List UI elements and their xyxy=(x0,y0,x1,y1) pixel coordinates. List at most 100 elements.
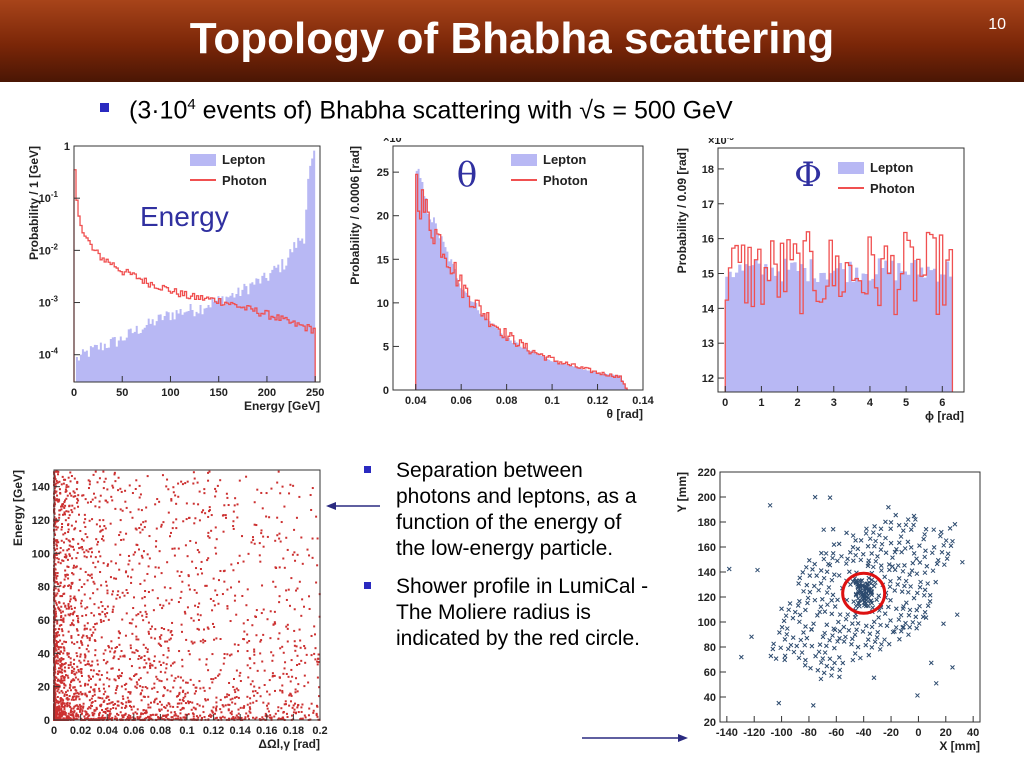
shower-hit xyxy=(865,543,871,549)
scatter-point xyxy=(67,517,70,520)
scatter-point xyxy=(86,579,89,582)
shower-profile: -140 -120 -100 -80 -60 -40 -20 0 20 40 20 40 60 80 100… xyxy=(672,460,992,760)
scatter-point xyxy=(279,540,282,543)
scatter-point xyxy=(117,636,120,639)
scatter-point xyxy=(167,702,170,705)
scatter-point xyxy=(169,631,172,634)
shower-hit xyxy=(883,535,888,541)
shower-hit xyxy=(803,624,808,629)
x-tick-label: -80 xyxy=(801,727,817,739)
theta-overlay-label: θ xyxy=(457,155,477,195)
scatter-point xyxy=(171,634,174,637)
scatter-point xyxy=(193,692,196,695)
scatter-point xyxy=(224,696,227,699)
scatter-point xyxy=(155,697,158,700)
scatter-point xyxy=(57,473,60,476)
scatter-point xyxy=(215,490,218,493)
scatter-point xyxy=(93,709,96,712)
scatter-point xyxy=(189,700,192,703)
scatter-point xyxy=(311,537,314,540)
scatter-point xyxy=(53,712,56,715)
x-tick-label: -100 xyxy=(771,727,793,739)
shower-hit xyxy=(836,573,842,578)
scatter-point xyxy=(153,686,156,689)
scatter-point xyxy=(203,628,206,631)
scatter-point xyxy=(71,666,74,669)
scatter-point xyxy=(160,644,163,647)
y-tick-label: 0 xyxy=(383,385,389,397)
scatter-point xyxy=(282,651,285,654)
scatter-point xyxy=(83,624,86,627)
scatter-point xyxy=(59,667,62,670)
scatter-point xyxy=(272,654,275,657)
x-tick-label: 4 xyxy=(867,397,874,409)
scatter-point xyxy=(184,716,187,719)
scatter-point xyxy=(266,707,269,710)
scatter-point xyxy=(276,481,279,484)
scatter-point xyxy=(279,717,282,720)
scatter-point xyxy=(289,680,292,683)
scatter-point xyxy=(230,713,233,716)
scatter-point xyxy=(72,545,75,548)
scatter-point xyxy=(206,626,209,629)
x-tick-label: 40 xyxy=(967,727,979,739)
shower-hit xyxy=(784,626,790,631)
scatter-point xyxy=(234,716,237,719)
scatter-point xyxy=(249,702,252,705)
scatter-point xyxy=(61,658,64,661)
scatter-point xyxy=(56,700,59,703)
shower-hit xyxy=(782,657,788,663)
scatter-point xyxy=(190,640,193,643)
scatter-point xyxy=(55,543,58,546)
scatter-point xyxy=(235,687,238,690)
scatter-point xyxy=(58,480,61,483)
scatter-point xyxy=(77,715,80,718)
scatter-point xyxy=(170,674,173,677)
scatter-point xyxy=(67,523,70,526)
scatter-point xyxy=(139,693,142,696)
scatter-point xyxy=(98,714,101,717)
scatter-point xyxy=(149,706,152,709)
scatter-point xyxy=(67,476,70,479)
shower-hit xyxy=(907,607,913,613)
scatter-point xyxy=(170,664,173,667)
scatter-point xyxy=(238,479,241,482)
scatter-point xyxy=(207,557,210,560)
scatter-point xyxy=(254,690,257,693)
scatter-point xyxy=(294,688,297,691)
scatter-point xyxy=(78,578,81,581)
y-tick-label: 160 xyxy=(698,542,716,554)
scatter-point xyxy=(84,693,87,696)
scatter-point xyxy=(89,678,92,681)
scatter-point xyxy=(57,670,60,673)
scatter-point xyxy=(56,655,59,658)
scatter-point xyxy=(258,542,261,545)
scatter-point xyxy=(267,702,270,705)
x-tick-label: 0 xyxy=(71,387,77,399)
scatter-point xyxy=(180,480,183,483)
scatter-point xyxy=(148,557,151,560)
scatter-point xyxy=(79,529,82,532)
scatter-point xyxy=(192,471,195,474)
scatter-point xyxy=(210,514,213,517)
scatter-point xyxy=(237,708,240,711)
scatter-point xyxy=(74,599,77,602)
scatter-point xyxy=(56,494,59,497)
scatter-point xyxy=(145,709,148,712)
scatter-point xyxy=(130,678,133,681)
scatter-point xyxy=(137,613,140,616)
scatter-point xyxy=(289,700,292,703)
scatter-point xyxy=(163,687,166,690)
shower-hit xyxy=(821,556,827,562)
scatter-point xyxy=(180,623,183,626)
scatter-point xyxy=(188,588,191,591)
scatter-point xyxy=(64,713,67,716)
x-tick-label: 0.18 xyxy=(283,725,304,737)
scatter-point xyxy=(101,717,104,720)
scatter-point xyxy=(114,543,117,546)
shower-hit xyxy=(941,562,947,568)
scatter-point xyxy=(73,692,76,695)
scatter-point xyxy=(298,580,301,583)
scatter-point xyxy=(230,718,233,721)
scatter-point xyxy=(232,569,235,572)
